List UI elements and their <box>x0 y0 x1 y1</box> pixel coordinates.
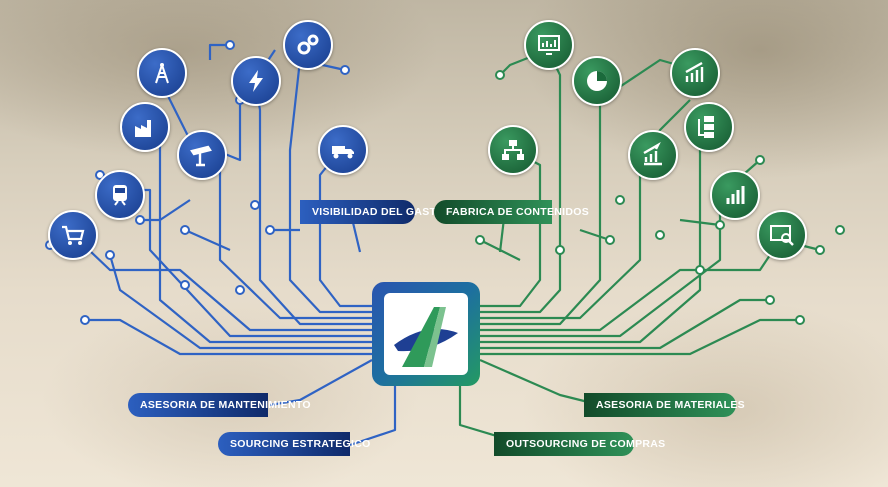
company-logo-hub <box>372 282 480 386</box>
bar-chart-up-icon <box>670 48 720 98</box>
outsourcing-de-compras-label: OUTSOURCING DE COMPRAS <box>494 432 665 456</box>
logo-panel <box>384 293 468 375</box>
dump-truck-icon <box>318 125 368 175</box>
flowchart-icon <box>684 102 734 152</box>
network-diagram-icon <box>488 125 538 175</box>
sourcing-estrategico-label: SOURCING ESTRATEGICO <box>218 432 370 456</box>
fabrica-de-contenidos-label: FABRICA DE CONTENIDOS <box>434 200 589 224</box>
growth-chart-icon <box>628 130 678 180</box>
shopping-cart-icon <box>48 210 98 260</box>
lightning-icon <box>231 56 281 106</box>
analytics-screen-icon <box>757 210 807 260</box>
oil-pump-icon <box>177 130 227 180</box>
gears-icon <box>283 20 333 70</box>
antenna-tower-icon <box>137 48 187 98</box>
asesoria-de-mantenimiento-label: ASESORIA DE MANTENIMIENTO <box>128 393 311 417</box>
monitor-chart-icon <box>524 20 574 70</box>
bar-chart-icon <box>710 170 760 220</box>
factory-icon <box>120 102 170 152</box>
logo-mark <box>394 307 458 367</box>
train-icon <box>95 170 145 220</box>
asesoria-de-materiales-label: ASESORIA DE MATERIALES <box>584 393 745 417</box>
visibilidad-del-gasto-label: VISIBILIDAD DEL GASTO <box>300 200 444 224</box>
pie-chart-icon <box>572 56 622 106</box>
